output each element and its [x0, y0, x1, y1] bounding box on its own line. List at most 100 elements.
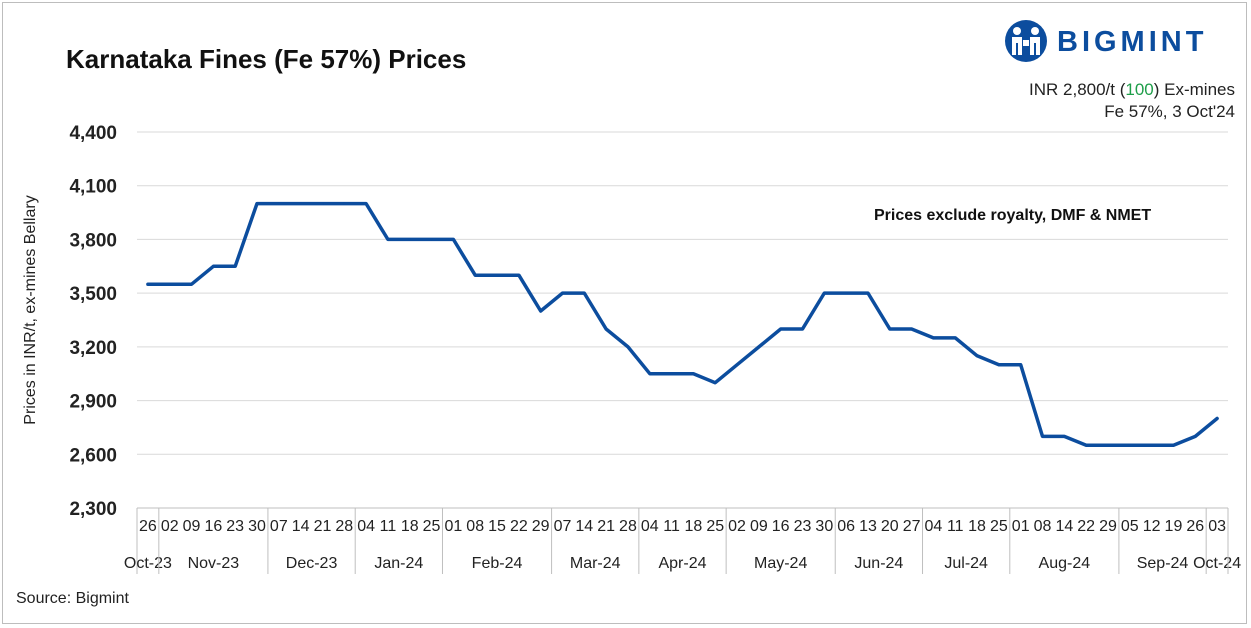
data-point — [1172, 444, 1175, 447]
x-day-label: 25 — [990, 518, 1008, 535]
data-point — [233, 265, 237, 268]
price-line-1: INR 2,800/t (100) Ex-mines — [1029, 79, 1235, 101]
data-point — [844, 291, 848, 295]
y-tick-label: 2,900 — [69, 392, 117, 413]
y-tick-label: 4,100 — [69, 177, 117, 198]
x-day-label: 05 — [1121, 518, 1139, 535]
x-day-label: 23 — [226, 518, 244, 535]
data-point — [321, 202, 324, 205]
x-day-label: 20 — [881, 518, 899, 535]
y-tick-label: 3,500 — [69, 284, 117, 305]
price-series-line — [146, 201, 1219, 448]
x-day-label: 07 — [554, 518, 572, 535]
data-point — [539, 309, 542, 313]
data-point — [168, 282, 171, 286]
data-point — [408, 238, 411, 241]
x-day-label: 25 — [706, 518, 724, 535]
x-day-label: 21 — [597, 518, 615, 535]
x-day-label: 08 — [466, 518, 484, 535]
data-point — [757, 345, 761, 349]
data-point — [648, 372, 651, 375]
data-point — [735, 363, 739, 366]
x-day-label: 15 — [488, 518, 506, 535]
data-point — [866, 291, 870, 295]
data-point — [343, 202, 346, 205]
data-point — [975, 354, 979, 358]
x-day-label: 02 — [728, 518, 746, 535]
data-point — [277, 202, 281, 205]
x-day-label: 12 — [1143, 518, 1161, 535]
x-day-label: 30 — [815, 518, 833, 535]
x-day-label: 28 — [619, 518, 637, 535]
data-point — [1194, 435, 1197, 438]
x-day-label: 22 — [1077, 518, 1095, 535]
x-day-label: 03 — [1208, 518, 1226, 535]
data-point — [823, 291, 826, 295]
x-day-label: 14 — [1055, 518, 1073, 535]
x-day-label: 23 — [794, 518, 812, 535]
data-point — [1150, 444, 1153, 447]
x-day-label: 28 — [335, 518, 353, 535]
data-point — [495, 274, 499, 277]
x-day-label: 18 — [685, 518, 703, 535]
data-point — [997, 363, 1001, 366]
data-point — [932, 336, 935, 340]
data-point — [474, 274, 477, 277]
data-point — [190, 282, 193, 286]
data-point — [212, 265, 215, 268]
price-suffix: ) Ex-mines — [1153, 80, 1235, 99]
y-tick-label: 2,300 — [69, 499, 117, 520]
x-day-label: 26 — [139, 518, 157, 535]
x-day-label: 04 — [641, 518, 659, 535]
price-change: 100 — [1125, 80, 1154, 99]
data-point — [430, 238, 433, 241]
x-day-label: 27 — [903, 518, 921, 535]
y-tick-label: 3,800 — [69, 230, 117, 251]
data-point — [517, 274, 521, 277]
x-month-label: Jul-24 — [944, 555, 988, 572]
data-point — [779, 327, 782, 331]
x-day-label: 04 — [357, 518, 375, 535]
x-day-label: 01 — [1012, 518, 1030, 535]
x-day-label: 18 — [968, 518, 986, 535]
data-point — [1128, 444, 1132, 447]
x-day-label: 11 — [663, 518, 680, 535]
x-day-label: 30 — [248, 518, 266, 535]
data-point — [1084, 444, 1088, 447]
data-point — [146, 282, 150, 286]
price-prefix: INR 2,800/t ( — [1029, 80, 1126, 99]
data-point — [714, 381, 717, 384]
data-point — [364, 202, 368, 205]
data-point — [255, 202, 259, 205]
data-point — [910, 327, 913, 331]
x-day-label: 21 — [314, 518, 332, 535]
x-day-label: 04 — [925, 518, 943, 535]
x-day-label: 19 — [1165, 518, 1183, 535]
data-point — [583, 291, 586, 295]
y-tick-label: 3,200 — [69, 338, 117, 359]
x-day-label: 13 — [859, 518, 877, 535]
data-point — [1041, 435, 1044, 438]
x-day-label: 29 — [1099, 518, 1117, 535]
x-day-label: 09 — [183, 518, 201, 535]
data-point — [801, 327, 804, 331]
x-month-label: Sep-24 — [1137, 555, 1189, 572]
x-month-label: May-24 — [754, 555, 807, 572]
source-note: Source: Bigmint — [16, 590, 129, 607]
data-point — [299, 202, 302, 205]
x-month-label: Feb-24 — [472, 555, 523, 572]
x-month-label: Jan-24 — [374, 555, 423, 572]
x-day-label: 16 — [772, 518, 790, 535]
x-month-label: Apr-24 — [658, 555, 706, 572]
bigmint-logo-icon — [1005, 20, 1047, 62]
x-day-label: 25 — [423, 518, 441, 535]
x-month-label: Dec-23 — [286, 555, 338, 572]
x-month-label: Aug-24 — [1039, 555, 1091, 572]
y-tick-label: 4,400 — [69, 123, 117, 144]
x-day-label: 26 — [1186, 518, 1204, 535]
x-day-label: 01 — [444, 518, 462, 535]
x-day-label: 18 — [401, 518, 419, 535]
x-day-label: 09 — [750, 518, 768, 535]
